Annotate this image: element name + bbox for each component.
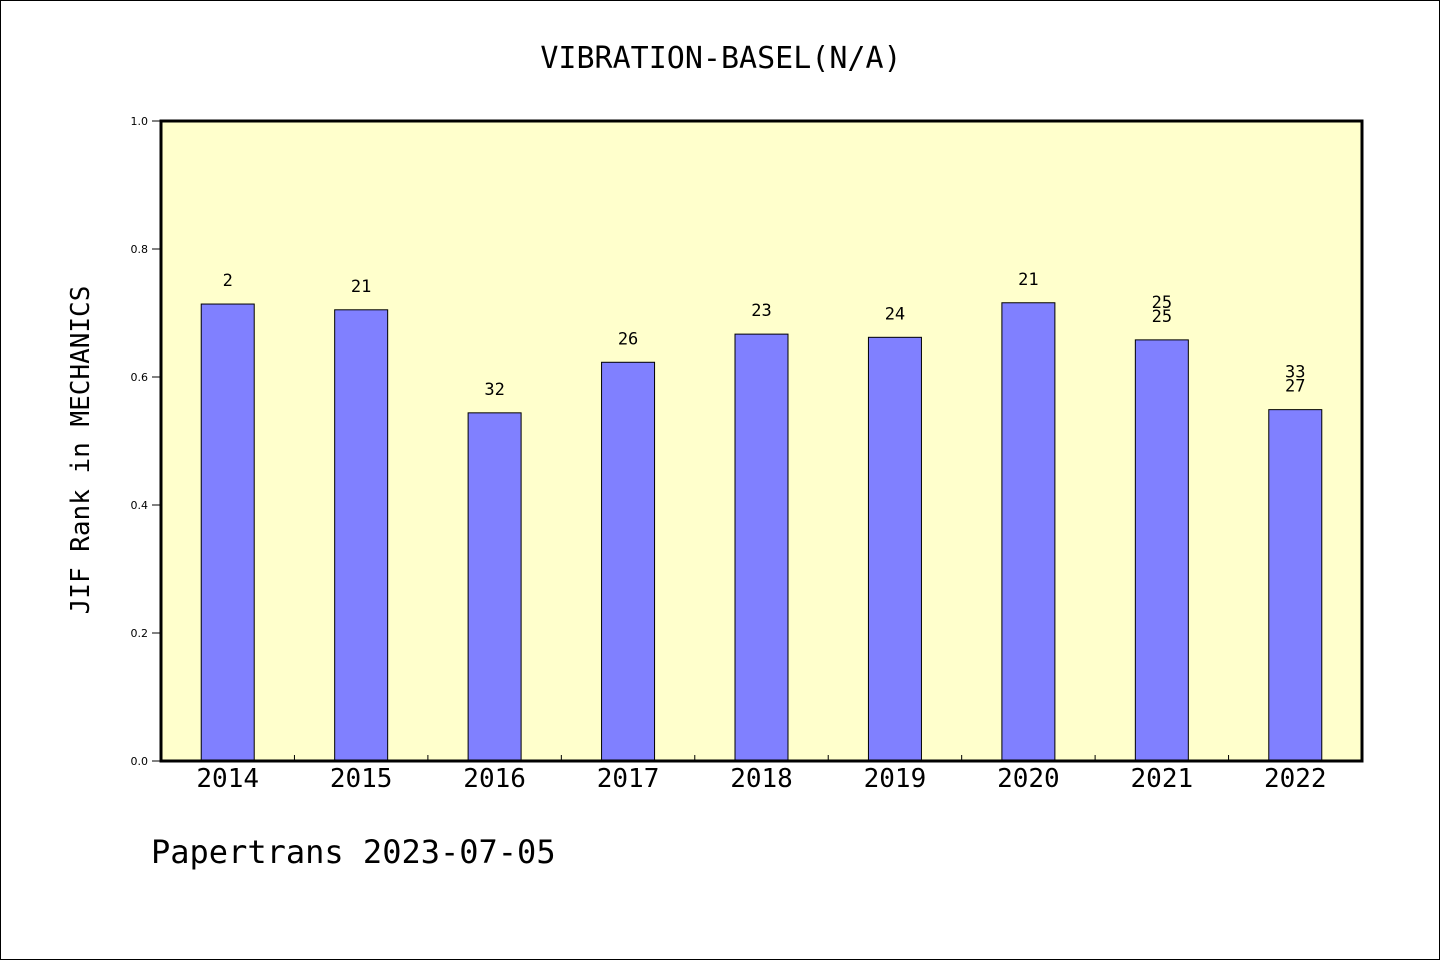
bar-2017	[601, 361, 656, 762]
x-tick-label-2016: 2016	[463, 764, 526, 794]
footer-text: Papertrans 2023-07-05	[151, 833, 556, 871]
bar-label-2022-1: 33	[1285, 363, 1305, 383]
x-tick-label-2018: 2018	[730, 764, 793, 794]
bar-2020	[1001, 302, 1056, 762]
x-tick-label-2019: 2019	[864, 764, 927, 794]
y-axis: 0.0 0.2 0.4 0.6 0.8 1.0	[131, 115, 161, 768]
y-tick-label-0.8: 0.8	[131, 243, 149, 256]
y-tick-label-1.0: 1.0	[131, 115, 149, 128]
bar-label-2018: 23	[751, 301, 771, 321]
chart-title: VIBRATION-BASEL(N/A)	[540, 41, 901, 76]
y-tick-label-0.4: 0.4	[131, 499, 149, 512]
bar-2019	[867, 336, 922, 762]
bar-2015	[334, 309, 389, 762]
bar-label-2021-1: 25	[1152, 293, 1172, 313]
bar-label-2014: 2	[223, 271, 233, 291]
x-tick-label-2022: 2022	[1264, 764, 1327, 794]
bar-label-2020: 21	[1018, 270, 1038, 290]
plot-border	[159, 119, 1364, 763]
bar-2016	[467, 412, 522, 762]
x-tick-label-2021: 2021	[1131, 764, 1194, 794]
x-tick-label-2017: 2017	[597, 764, 660, 794]
bar-2014	[200, 303, 255, 762]
y-tick-label-0.0: 0.0	[131, 755, 149, 768]
bar-2018	[734, 333, 789, 762]
bar-label-2019: 24	[885, 304, 905, 324]
bar-label-2016: 32	[484, 380, 504, 400]
y-axis-label: JIF Rank in MECHANICS	[66, 286, 96, 615]
bar-2022	[1268, 409, 1323, 762]
x-tick-label-2015: 2015	[330, 764, 393, 794]
x-axis: 2014 2015 2016 2017 2018 2019 2020 2021 2022	[196, 755, 1327, 794]
bars-group	[200, 302, 1323, 762]
bar-label-2015: 21	[351, 277, 371, 297]
y-tick-label-0.6: 0.6	[131, 371, 149, 384]
x-tick-label-2014: 2014	[196, 764, 259, 794]
bar-label-2021-2: 25	[1152, 307, 1172, 327]
bar-label-2017: 26	[618, 329, 638, 349]
x-tick-label-2020: 2020	[997, 764, 1060, 794]
y-tick-label-0.2: 0.2	[131, 627, 149, 640]
bar-label-2022-2: 27	[1285, 377, 1305, 397]
bar-2021	[1134, 339, 1189, 762]
